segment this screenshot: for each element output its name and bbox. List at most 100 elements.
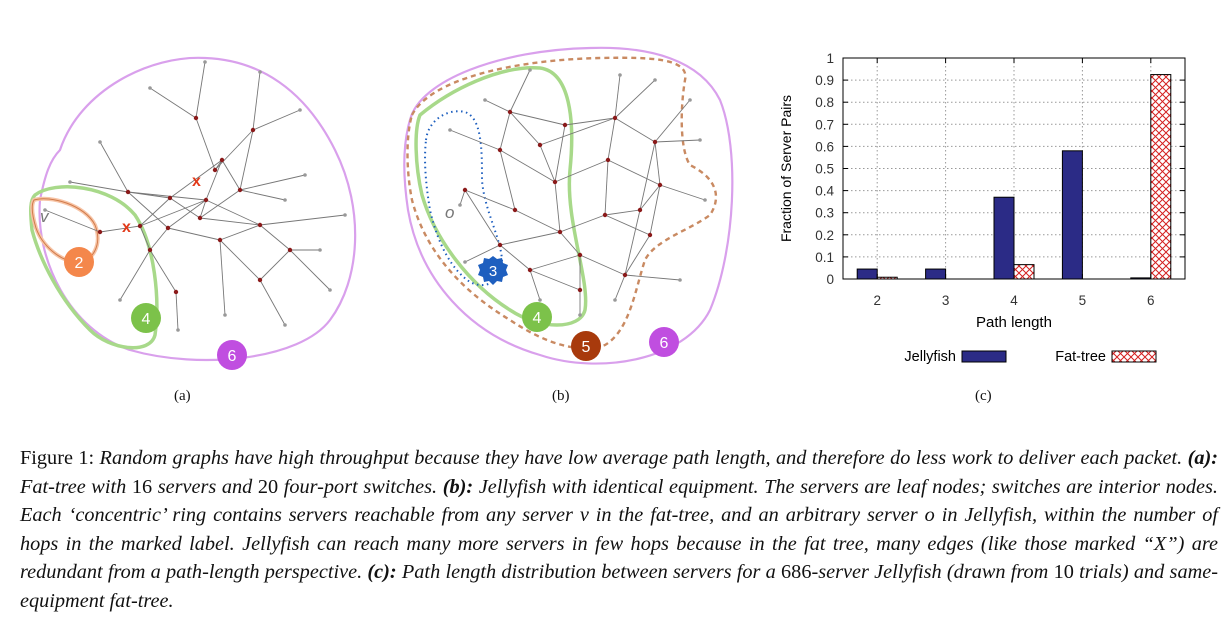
graph-edge bbox=[539, 117, 616, 146]
caption-c-label: (c): bbox=[367, 561, 397, 583]
graph-edge bbox=[614, 274, 626, 301]
caption-c-mid: -server Jellyfish (drawn from bbox=[811, 561, 1054, 583]
hop-badge-3 bbox=[478, 256, 508, 285]
hop-label-5: 5 bbox=[582, 339, 591, 356]
graph-edge bbox=[654, 141, 661, 186]
graph-edge bbox=[464, 189, 516, 211]
panel-c-label: (c) bbox=[975, 388, 992, 404]
graph-edge bbox=[205, 159, 223, 201]
switch-node bbox=[97, 229, 103, 235]
server-node bbox=[303, 173, 307, 177]
server-node bbox=[98, 140, 102, 144]
caption-figure-label: Figure 1: bbox=[20, 447, 95, 469]
graph-edge bbox=[252, 109, 301, 131]
switch-node bbox=[507, 109, 513, 115]
panel-b-label: (b) bbox=[552, 388, 570, 404]
switch-node bbox=[125, 189, 131, 195]
hop-label-3: 3 bbox=[489, 263, 497, 280]
switch-node bbox=[167, 195, 173, 201]
server-node bbox=[43, 208, 47, 212]
graph-edge bbox=[554, 124, 566, 183]
graph-edge bbox=[239, 129, 254, 191]
panel-a-fat-tree-graph: x x v 2 4 6 bbox=[0, 0, 370, 420]
graph-edge bbox=[199, 189, 241, 219]
server-node bbox=[458, 203, 462, 207]
switch-node bbox=[147, 247, 153, 253]
y-tick-label: 0 bbox=[826, 272, 834, 287]
plot-frame bbox=[842, 57, 1186, 280]
graph-edge bbox=[259, 249, 291, 281]
graph-edge bbox=[259, 224, 291, 251]
hop-badge-4 bbox=[131, 303, 161, 333]
caption-a-text: Fat-tree with bbox=[20, 475, 132, 498]
graph-edge bbox=[239, 174, 306, 191]
server-node bbox=[343, 213, 347, 217]
ring-hop-4 bbox=[29, 185, 159, 350]
switch-node bbox=[287, 247, 293, 253]
graph-edge bbox=[219, 239, 226, 316]
bar-jellyfish-2 bbox=[856, 268, 878, 280]
server-node bbox=[283, 323, 287, 327]
jellyfish-graph: o 3 4 5 6 bbox=[403, 46, 734, 365]
server-node bbox=[448, 128, 452, 132]
graph-edge bbox=[195, 117, 216, 171]
graph-edge bbox=[219, 239, 261, 281]
y-tick-label: 0.5 bbox=[815, 162, 834, 177]
x-axis-label: Path length bbox=[976, 314, 1052, 331]
switch-node bbox=[562, 122, 568, 128]
legend-label-fat-tree: Fat-tree bbox=[1055, 349, 1106, 365]
graph-edge bbox=[604, 209, 641, 216]
graph-edge bbox=[529, 269, 581, 291]
legend-label-jellyfish: Jellyfish bbox=[904, 349, 956, 365]
hop-badge-2 bbox=[64, 247, 94, 277]
bar-jellyfish-5 bbox=[1061, 150, 1083, 280]
hop-badge-4 bbox=[522, 302, 552, 332]
graph-edge bbox=[219, 224, 261, 241]
graph-edge bbox=[499, 111, 511, 151]
switch-node bbox=[537, 142, 543, 148]
graph-edge bbox=[289, 249, 331, 291]
bar-fat-tree-6 bbox=[1150, 74, 1172, 280]
graph-edge bbox=[559, 231, 581, 256]
x-tick-label: 6 bbox=[1147, 293, 1155, 308]
hop-badge-6 bbox=[217, 340, 247, 370]
panel-a-label: (a) bbox=[174, 388, 191, 404]
graph-edge bbox=[149, 87, 197, 119]
graph-edge bbox=[509, 111, 566, 126]
legend-swatch-fat-tree bbox=[1111, 350, 1157, 363]
server-node bbox=[653, 78, 657, 82]
switch-node bbox=[173, 289, 179, 295]
graph-edge bbox=[127, 191, 169, 229]
server-node bbox=[538, 298, 542, 302]
server-node bbox=[258, 70, 262, 74]
caption-c-end: trials) and same-equipment fat-tree. bbox=[20, 561, 1218, 612]
hop-label-4: 4 bbox=[533, 310, 542, 327]
graph-edge bbox=[659, 184, 706, 201]
switch-node bbox=[622, 272, 628, 278]
graph-edge bbox=[449, 129, 501, 151]
y-tick-label: 0.3 bbox=[815, 206, 834, 221]
server-node bbox=[613, 298, 617, 302]
switch-node bbox=[257, 222, 263, 228]
graph-edge bbox=[149, 249, 177, 293]
graph-edge bbox=[484, 99, 511, 113]
bar-fat-tree-4 bbox=[1013, 264, 1035, 280]
y-axis-label: Fraction of Server Pairs bbox=[778, 95, 794, 242]
x-tick-label: 3 bbox=[942, 293, 950, 308]
switch-node bbox=[577, 287, 583, 293]
graph-edge bbox=[167, 199, 207, 229]
graph-edge bbox=[44, 209, 101, 233]
server-node bbox=[528, 68, 532, 72]
switch-node bbox=[219, 157, 225, 163]
y-tick-label: 0.7 bbox=[815, 117, 834, 132]
server-node bbox=[68, 180, 72, 184]
hop-label-6: 6 bbox=[660, 335, 669, 352]
y-tick-label: 0.6 bbox=[815, 139, 834, 154]
hop-label-4: 4 bbox=[142, 311, 151, 328]
switch-node bbox=[652, 139, 658, 145]
caption-c-servers: 686 bbox=[781, 561, 812, 583]
graph-edge bbox=[69, 181, 129, 193]
server-node bbox=[148, 86, 152, 90]
switch-node bbox=[577, 252, 583, 258]
graph-edge bbox=[654, 99, 691, 143]
